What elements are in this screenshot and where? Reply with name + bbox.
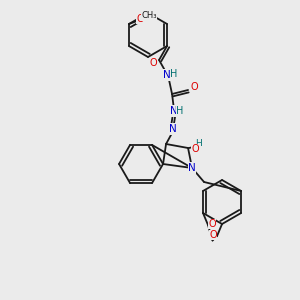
Text: N: N	[169, 124, 177, 134]
Text: O: O	[209, 230, 217, 240]
Text: CH₃: CH₃	[141, 11, 157, 20]
Text: H: H	[176, 106, 184, 116]
Text: N: N	[188, 163, 196, 173]
Text: N: N	[163, 70, 171, 80]
Text: O: O	[208, 219, 216, 229]
Text: H: H	[195, 140, 201, 148]
Text: O: O	[191, 144, 199, 154]
Text: N: N	[170, 106, 178, 116]
Text: H: H	[170, 69, 178, 79]
Text: O: O	[136, 14, 144, 24]
Text: O: O	[149, 58, 157, 68]
Text: O: O	[190, 82, 198, 92]
